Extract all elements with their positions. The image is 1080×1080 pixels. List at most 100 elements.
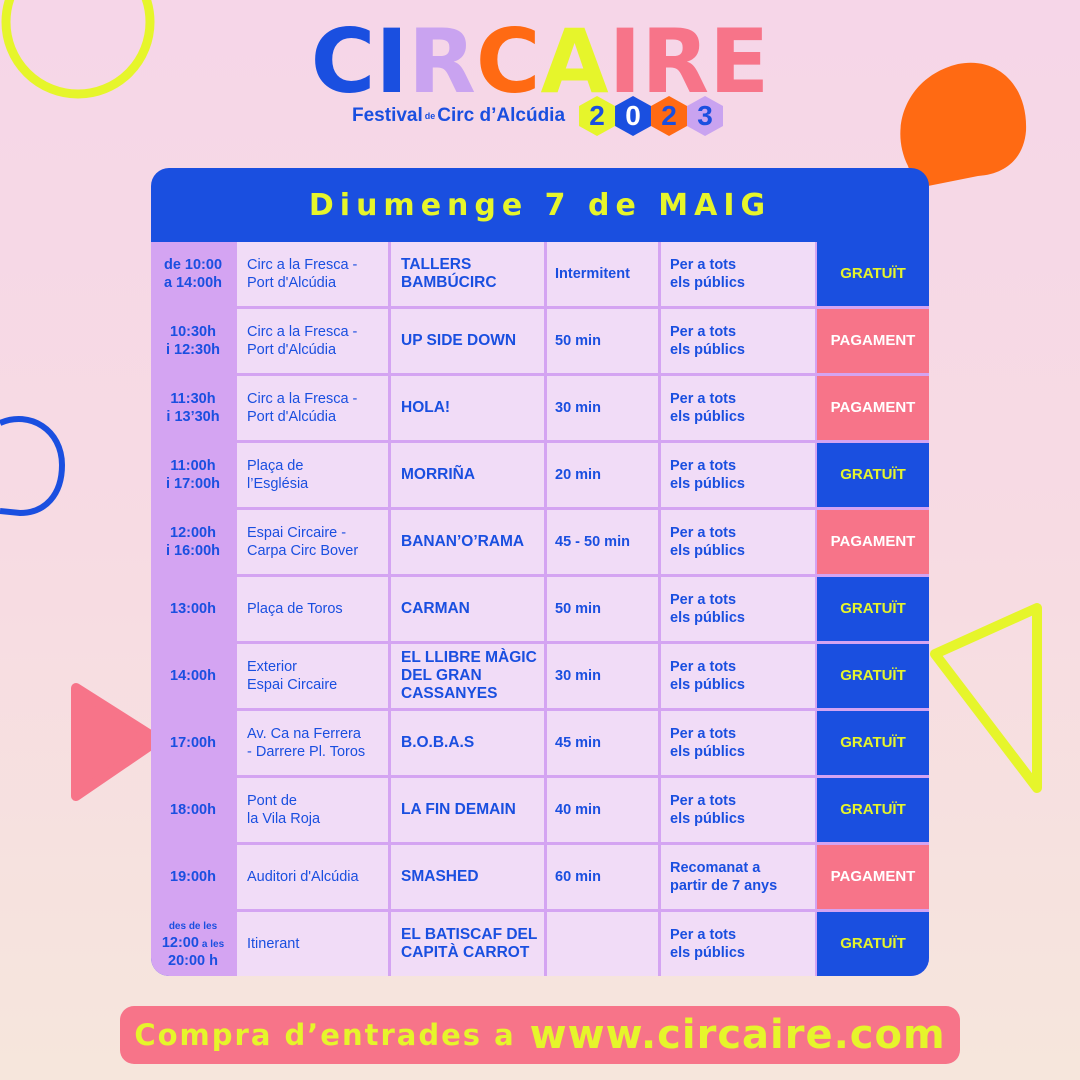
price-badge-text: PAGAMENT (830, 332, 916, 349)
schedule-title: Diumenge 7 de MAIG (308, 187, 772, 223)
audience-cell: Per a tots els públics (661, 376, 815, 440)
audience-cell: Per a tots els públics (661, 242, 815, 306)
table-row: des de les 12:00 a les 20:00 h Itinerant EL B… (151, 912, 929, 976)
show-cell-text: B.O.B.A.S (401, 734, 475, 751)
price-badge: PAGAMENT (817, 845, 929, 909)
time-cell: 14:00h (151, 644, 235, 708)
duration-cell: 30 min (547, 644, 658, 708)
time-cell-text: 19:00h (170, 869, 216, 885)
place-cell: Plaça de l’Església (237, 443, 388, 507)
price-badge: PAGAMENT (817, 309, 929, 373)
audience-cell: Per a tots els públics (661, 711, 815, 775)
logo-de-word: de (424, 111, 436, 121)
audience-cell-text: Per a tots els públics (670, 927, 745, 961)
show-cell: MORRIÑA (391, 443, 544, 507)
audience-cell-text: Per a tots els públics (670, 793, 745, 827)
logo-letter: I (375, 10, 409, 113)
duration-cell-text: 50 min (555, 333, 601, 349)
show-cell: BANAN’O’RAMA (391, 510, 544, 574)
duration-cell: 45 - 50 min (547, 510, 658, 574)
time-end: 20:00 h (168, 953, 218, 969)
show-cell-text: TALLERS BAMBÚCIRC (401, 256, 497, 291)
audience-cell: Per a tots els públics (661, 577, 815, 641)
logo-letter: C (310, 10, 376, 113)
table-row: 14:00h Exterior Espai Circaire EL LLIBRE M… (151, 644, 929, 708)
year-digit: 2 (651, 96, 688, 136)
place-cell: Av. Ca na Ferrera - Darrere Pl. Toros (237, 711, 388, 775)
logo-letter: I (608, 10, 642, 113)
place-cell-text: Av. Ca na Ferrera - Darrere Pl. Toros (247, 726, 366, 760)
duration-cell: 20 min (547, 443, 658, 507)
place-cell-text: Plaça de l’Església (247, 458, 309, 492)
schedule-table: Diumenge 7 de MAIG de 10:00 a 14:00h Circ… (151, 168, 929, 976)
duration-cell-text: 45 - 50 min (555, 534, 630, 550)
audience-cell-text: Per a tots els públics (670, 659, 745, 693)
show-cell: UP SIDE DOWN (391, 309, 544, 373)
table-row: 10:30h i 12:30h Circ a la Fresca - Port d… (151, 309, 929, 373)
table-row: 17:00h Av. Ca na Ferrera - Darrere Pl. To… (151, 711, 929, 775)
price-badge-text: PAGAMENT (830, 533, 916, 550)
blue-outline-blob-decoration (0, 416, 66, 517)
audience-cell-text: Per a tots els públics (670, 391, 745, 425)
duration-cell: 60 min (547, 845, 658, 909)
logo-letter: A (540, 10, 609, 113)
table-row: 13:00h Plaça de Toros CARMAN 50 min Per a to… (151, 577, 929, 641)
show-cell-text: EL BATISCAF DEL CAPITÀ CARROT (401, 926, 538, 961)
place-cell-text: Espai Circaire - Carpa Circ Bover (247, 525, 359, 559)
duration-cell-text: 50 min (555, 601, 601, 617)
table-row: de 10:00 a 14:00h Circ a la Fresca - Port… (151, 242, 929, 306)
price-badge: GRATUÏT (817, 242, 929, 306)
price-badge: GRATUÏT (817, 443, 929, 507)
audience-cell-text: Recomanat a partir de 7 anys (670, 860, 778, 894)
time-cell: des de les 12:00 a les 20:00 h (151, 912, 235, 976)
place-cell-text: Itinerant (247, 936, 300, 952)
audience-cell: Per a tots els públics (661, 644, 815, 708)
show-cell: TALLERS BAMBÚCIRC (391, 242, 544, 306)
time-cell: de 10:00 a 14:00h (151, 242, 235, 306)
logo-letter: R (641, 10, 710, 113)
audience-cell-text: Per a tots els públics (670, 257, 745, 291)
duration-cell: 50 min (547, 309, 658, 373)
orange-blob-decoration (900, 62, 1027, 187)
place-cell: Itinerant (237, 912, 388, 976)
place-cell-text: Circ a la Fresca - Port d'Alcúdia (247, 257, 358, 291)
price-badge-text: GRATUÏT (840, 935, 906, 952)
place-cell: Pont de la Vila Roja (237, 778, 388, 842)
yellow-triangle-outline-decoration (930, 603, 1042, 793)
year-digit: 2 (579, 96, 616, 136)
show-cell: EL LLIBRE MÀGIC DEL GRAN CASSANYES (391, 644, 544, 708)
time-cell: 13:00h (151, 577, 235, 641)
audience-cell: Per a tots els públics (661, 443, 815, 507)
show-cell-text: MORRIÑA (401, 466, 476, 483)
time-cell: 19:00h (151, 845, 235, 909)
duration-cell: 40 min (547, 778, 658, 842)
show-cell-text: BANAN’O’RAMA (401, 533, 525, 550)
time-to-label: a les (201, 939, 225, 950)
audience-cell: Per a tots els públics (661, 510, 815, 574)
audience-cell-text: Per a tots els públics (670, 592, 745, 626)
duration-cell (547, 912, 658, 976)
duration-cell: 30 min (547, 376, 658, 440)
show-cell-text: EL LLIBRE MÀGIC DEL GRAN CASSANYES (401, 649, 537, 702)
tickets-url-link[interactable]: www.circaire.com (529, 1012, 946, 1058)
time-cell-text: de 10:00 a 14:00h (163, 257, 223, 291)
festival-logo: CIRCAIRE (0, 18, 1080, 106)
place-cell-text: Auditori d'Alcúdia (247, 869, 359, 885)
pink-triangle-decoration (71, 683, 163, 801)
logo-letter: R (408, 10, 476, 113)
time-cell-text: 11:00h i 17:00h (166, 458, 220, 492)
duration-cell-text: 30 min (555, 668, 601, 684)
duration-cell-text: 40 min (555, 802, 601, 818)
price-badge: GRATUÏT (817, 912, 929, 976)
tickets-banner[interactable]: Compra d’entrades a www.circaire.com (120, 1006, 960, 1064)
audience-cell-text: Per a tots els públics (670, 525, 745, 559)
show-cell: B.O.B.A.S (391, 711, 544, 775)
place-cell-text: Plaça de Toros (247, 601, 343, 617)
time-cell: 11:30h i 13’30h (151, 376, 235, 440)
show-cell: CARMAN (391, 577, 544, 641)
price-badge-text: GRATUÏT (840, 734, 906, 751)
time-from-label: des de les (168, 921, 218, 932)
price-badge: GRATUÏT (817, 644, 929, 708)
duration-cell: 45 min (547, 711, 658, 775)
